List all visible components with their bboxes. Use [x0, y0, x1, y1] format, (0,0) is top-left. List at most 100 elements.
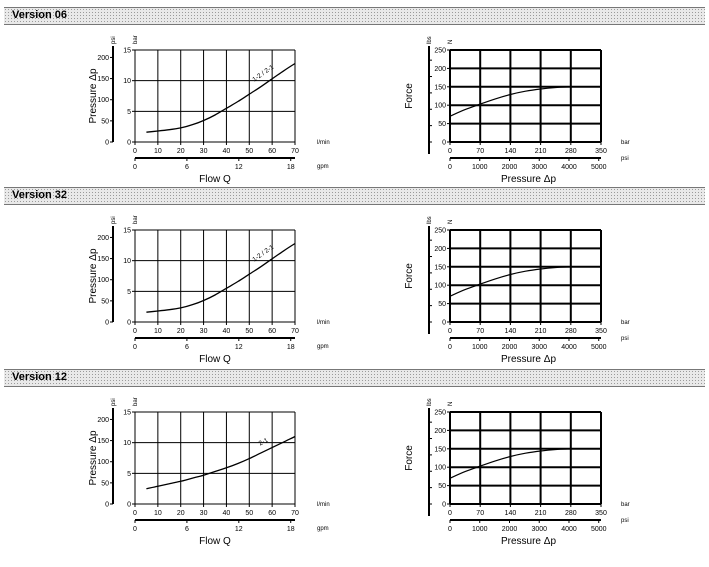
x-unit-label: l/min — [317, 320, 330, 326]
x-tick-label: 70 — [476, 328, 484, 335]
y2-tick-label: 150 — [97, 256, 109, 263]
y-tick-label: 0 — [442, 320, 446, 327]
y-tick-label: 200 — [434, 66, 446, 73]
x-tick-label: 10 — [154, 328, 162, 335]
x-tick-label: 210 — [535, 148, 547, 155]
series-label: 2-1 — [258, 437, 270, 448]
y-axis-title: Force — [404, 445, 415, 471]
x-tick-label: 140 — [505, 148, 517, 155]
x-tick-label: 0 — [448, 148, 452, 155]
x-tick-label: 280 — [565, 148, 577, 155]
y2-tick-label: 0 — [105, 502, 109, 509]
y-unit-label: bar — [133, 397, 139, 406]
y-axis-title: Pressure Δp — [88, 248, 99, 303]
y-unit-label: N — [448, 402, 454, 406]
x-axis-title: Flow Q — [199, 354, 231, 365]
y-tick-label: 100 — [434, 103, 446, 110]
y-tick-label: 250 — [434, 228, 446, 235]
x-tick-label: 210 — [535, 510, 547, 517]
y2-tick-label: 100 — [97, 459, 109, 466]
y2-tick-label: 50 — [101, 118, 109, 125]
x-tick-label: 280 — [565, 510, 577, 517]
x-tick-label: 50 — [245, 510, 253, 517]
x-tick-label: 40 — [223, 328, 231, 335]
x2-tick-label: 0 — [133, 344, 137, 351]
y-tick-label: 10 — [123, 440, 131, 447]
y-unit-label: bar — [133, 35, 139, 44]
x2-unit-label: psi — [621, 518, 629, 524]
y-tick-label: 10 — [123, 78, 131, 85]
x2-tick-label: 6 — [185, 164, 189, 171]
series-curve — [146, 435, 296, 490]
x-tick-label: 0 — [133, 148, 137, 155]
x-axis-title: Flow Q — [199, 174, 231, 185]
y-tick-label: 15 — [123, 410, 131, 417]
y-tick-label: 250 — [434, 410, 446, 417]
x2-tick-label: 2000 — [502, 164, 518, 171]
series-curve — [449, 448, 601, 479]
x2-tick-label: 0 — [448, 526, 452, 533]
series-curve — [146, 62, 296, 133]
x-tick-label: 70 — [476, 148, 484, 155]
x-tick-label: 30 — [200, 328, 208, 335]
x-tick-label: 70 — [476, 510, 484, 517]
section-title: Version 06 — [12, 9, 68, 21]
x-tick-label: 60 — [268, 510, 276, 517]
y2-tick-label: 150 — [97, 76, 109, 83]
x2-tick-label: 18 — [287, 344, 295, 351]
y-tick-label: 15 — [123, 48, 131, 55]
y2-tick-label: 200 — [97, 55, 109, 62]
x2-tick-label: 5000 — [591, 344, 607, 351]
x-axis-title: Pressure Δp — [501, 174, 556, 185]
y-tick-label: 0 — [442, 140, 446, 147]
y-tick-label: 0 — [442, 502, 446, 509]
x-tick-label: 20 — [177, 328, 185, 335]
x-tick-label: 60 — [268, 148, 276, 155]
y2-unit-label: lbs — [427, 398, 433, 406]
y-tick-label: 50 — [438, 483, 446, 490]
x-tick-label: 10 — [154, 510, 162, 517]
x2-tick-label: 1000 — [472, 344, 488, 351]
x2-tick-label: 2000 — [502, 344, 518, 351]
x-tick-label: 70 — [291, 510, 299, 517]
section-header-version-06: Version 06 — [4, 7, 705, 25]
y-tick-label: 5 — [127, 109, 131, 116]
x2-unit-label: psi — [621, 156, 629, 162]
x2-tick-label: 3000 — [531, 344, 547, 351]
y-tick-label: 250 — [434, 48, 446, 55]
x-tick-label: 20 — [177, 510, 185, 517]
x-axis-title: Flow Q — [199, 536, 231, 547]
x2-tick-label: 0 — [133, 164, 137, 171]
x-tick-label: 10 — [154, 148, 162, 155]
x-tick-label: 30 — [200, 148, 208, 155]
section-title: Version 32 — [12, 189, 68, 201]
y-unit-label: N — [448, 40, 454, 44]
y2-unit-label: psi — [111, 216, 117, 224]
x-tick-label: 0 — [133, 328, 137, 335]
series-curve — [449, 86, 601, 117]
y-unit-label: N — [448, 220, 454, 224]
x2-tick-label: 5000 — [591, 526, 607, 533]
x-tick-label: 0 — [448, 510, 452, 517]
x-unit-label: bar — [621, 502, 630, 508]
x2-tick-label: 5000 — [591, 164, 607, 171]
y-tick-label: 15 — [123, 228, 131, 235]
y-axis-title: Force — [404, 83, 415, 109]
x-unit-label: l/min — [317, 140, 330, 146]
x-tick-label: 30 — [200, 510, 208, 517]
y-axis-title: Force — [404, 263, 415, 289]
y-tick-label: 100 — [434, 465, 446, 472]
y2-tick-label: 0 — [105, 140, 109, 147]
x2-tick-label: 12 — [235, 526, 243, 533]
section-header-version-32: Version 32 — [4, 187, 705, 205]
x-tick-label: 40 — [223, 148, 231, 155]
x-tick-label: 140 — [505, 328, 517, 335]
y-tick-label: 150 — [434, 446, 446, 453]
x2-tick-label: 1000 — [472, 164, 488, 171]
y2-tick-label: 100 — [97, 277, 109, 284]
